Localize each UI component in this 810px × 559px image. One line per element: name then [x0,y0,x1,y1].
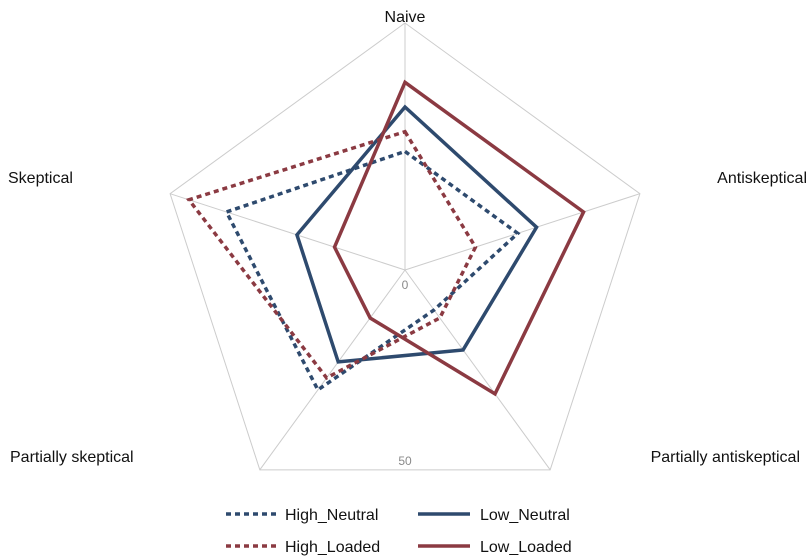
series-high-loaded [185,129,478,381]
legend-label-low-loaded: Low_Loaded [480,539,572,556]
grid-spoke-antiskeptical [404,193,641,271]
series-low-neutral [294,104,539,364]
legend: High_Neutral Low_Neutral High_Loaded Low_Lo… [226,507,572,556]
axis-label-skeptical: Skeptical [8,170,73,187]
grid-outline [169,22,641,471]
grid-spoke-partially-antiskeptical [404,269,551,471]
grid-spoke-partially-skeptical [259,269,406,471]
legend-item-high-neutral: High_Neutral [226,507,378,524]
series-high-neutral [223,149,521,393]
axis-label-antiskeptical: Antiskeptical [717,170,807,187]
axis-labels: Naive Antiskeptical Partially antiskeptica… [8,9,807,466]
series-low-loaded [332,79,586,397]
axis-label-partially-skeptical: Partially skeptical [10,449,134,466]
legend-item-low-loaded: Low_Loaded [418,539,572,556]
legend-label-low-neutral: Low_Neutral [480,507,570,524]
axis-label-naive: Naive [385,9,426,26]
axis-label-partially-antiskeptical: Partially antiskeptical [651,449,800,466]
tick-label-0: 0 [402,278,409,292]
legend-item-low-neutral: Low_Neutral [418,507,570,524]
radar-grid: 0 50 [169,22,641,471]
legend-label-high-neutral: High_Neutral [285,507,378,524]
series-layer [185,79,586,397]
grid-spoke-skeptical [169,193,406,271]
tick-label-50: 50 [398,454,412,468]
legend-label-high-loaded: High_Loaded [285,539,380,556]
legend-item-high-loaded: High_Loaded [226,539,380,556]
